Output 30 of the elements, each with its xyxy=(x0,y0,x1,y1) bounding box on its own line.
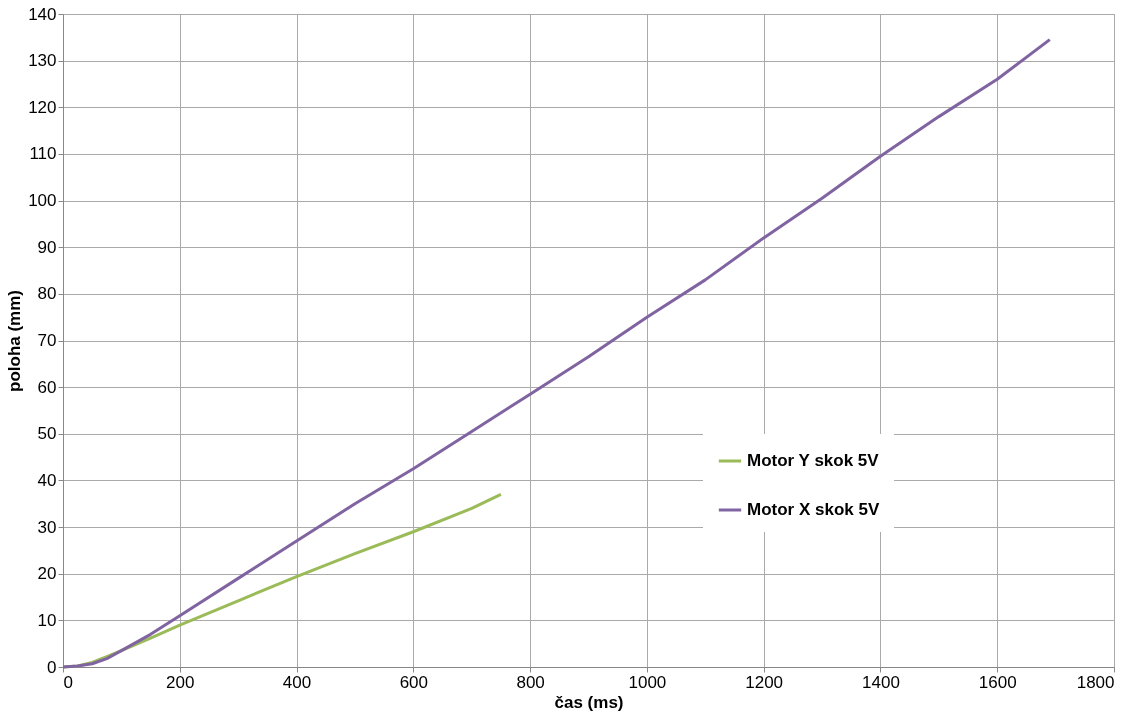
y-tick-label: 30 xyxy=(37,517,57,537)
y-tick-label: 100 xyxy=(28,191,57,211)
x-tick-label: 200 xyxy=(166,672,195,692)
x-tick-label: 1000 xyxy=(628,672,667,692)
x-tick-label: 1200 xyxy=(745,672,784,692)
y-tick-label: 20 xyxy=(37,564,57,584)
y-tick-label: 140 xyxy=(28,4,57,24)
y-tick-label: 130 xyxy=(28,51,57,71)
x-tick-label: 1800 xyxy=(1076,672,1115,692)
y-tick-label: 120 xyxy=(28,97,57,117)
legend-label: Motor X skok 5V xyxy=(747,500,880,519)
legend-label: Motor Y skok 5V xyxy=(747,451,880,470)
y-tick-label: 10 xyxy=(37,610,57,630)
x-axis-title: čas (ms) xyxy=(554,692,624,712)
y-tick-label: 50 xyxy=(37,424,57,444)
y-tick-label: 80 xyxy=(37,284,57,304)
line-series xyxy=(61,38,1052,669)
x-tick-label: 1400 xyxy=(862,672,900,692)
y-tick-label: 90 xyxy=(37,237,57,257)
y-tick-label: 0 xyxy=(47,657,57,677)
y-tick-label: 70 xyxy=(37,331,57,350)
x-tick-label: 600 xyxy=(399,672,429,692)
y-tick-label: 110 xyxy=(29,144,57,164)
x-tick-label: 1600 xyxy=(978,672,1017,692)
x-tick-label: 800 xyxy=(516,672,545,692)
y-tick-label: 40 xyxy=(37,470,57,490)
x-tick-label: 0 xyxy=(63,672,73,692)
y-axis-title: poloha (mm) xyxy=(5,290,25,392)
x-tick-label: 400 xyxy=(282,672,312,692)
y-tick-label: 60 xyxy=(37,377,57,397)
